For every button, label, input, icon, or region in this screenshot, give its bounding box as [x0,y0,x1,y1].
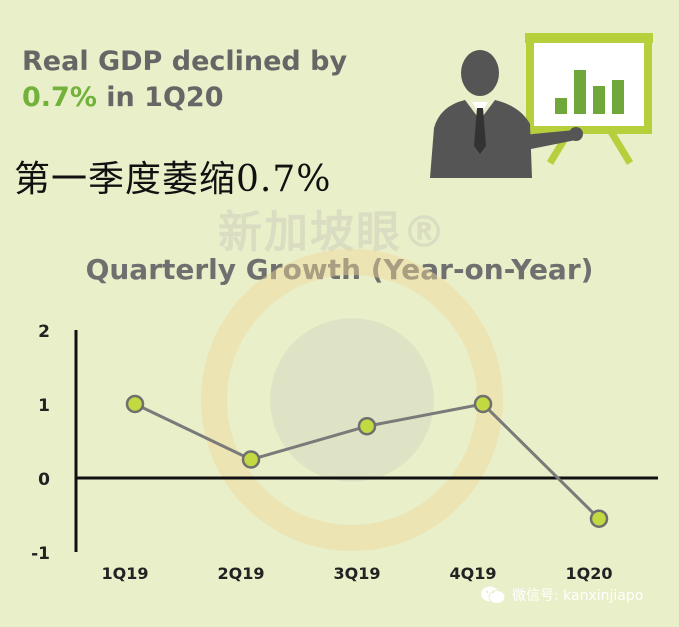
x-tick-label: 3Q19 [334,564,381,583]
headline-line2: 0.7% in 1Q20 [22,80,347,116]
headline: Real GDP declined by 0.7% in 1Q20 [22,44,347,116]
x-tick-label: 2Q19 [218,564,265,583]
data-point-1q20 [589,509,609,528]
y-tick-label: 0 [38,470,50,490]
y-tick-label: 2 [38,322,50,342]
headline-value: 0.7% [22,82,97,113]
wechat-label: 微信号: kanxinjiapo [480,585,643,605]
data-point-4q19 [473,394,493,414]
subtitle-chinese: 第一季度萎缩0.7% [14,159,332,200]
x-tick-label: 4Q19 [450,564,497,583]
data-point-3q19 [357,416,377,436]
y-tick-label: 1 [38,396,50,416]
headline-line2-rest: in 1Q20 [96,82,224,113]
y-tick-label: -1 [31,544,50,564]
watermark: 新加坡眼® [218,207,448,258]
wechat-text: 微信号: kanxinjiapo [512,588,644,604]
chart-title: Quarterly Growth (Year-on-Year) [85,253,594,286]
presenter-with-chart-icon [430,33,653,178]
data-point-2q19 [241,450,261,469]
headline-line1: Real GDP declined by [22,46,348,77]
data-point-1q19 [125,394,145,414]
watermark-core [270,318,434,482]
x-tick-label: 1Q19 [102,564,149,583]
x-tick-label: 1Q20 [566,564,613,583]
wechat-icon [481,586,506,604]
